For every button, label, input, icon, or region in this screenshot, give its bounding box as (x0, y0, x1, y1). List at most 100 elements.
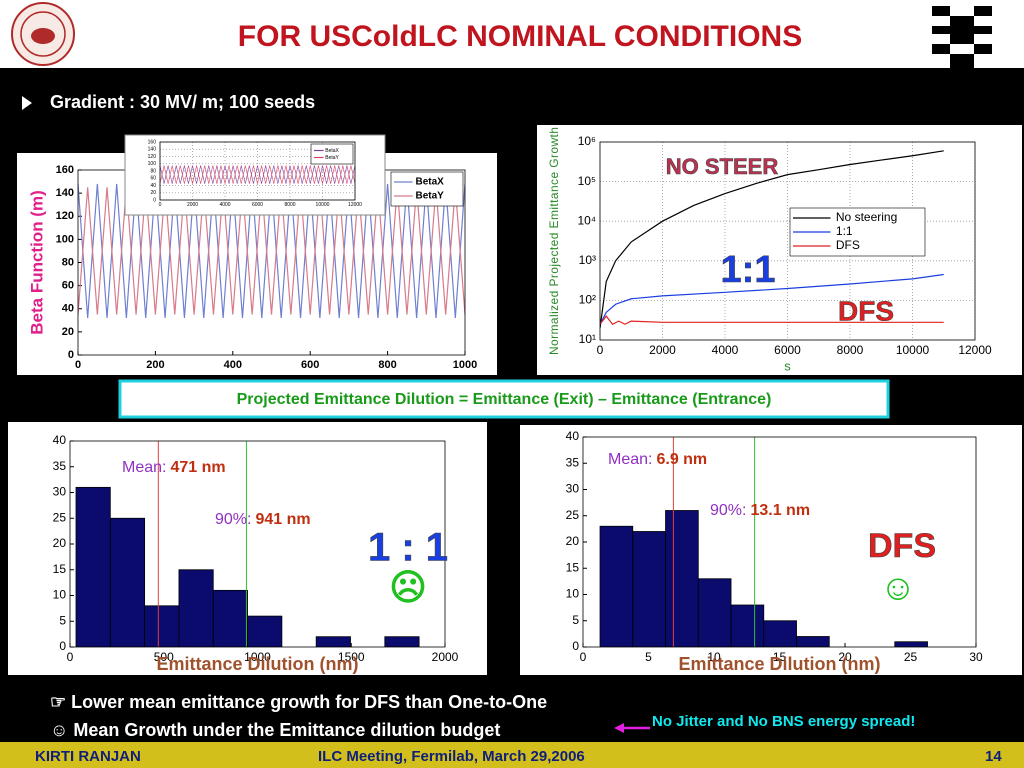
y-tick-label: 160 (148, 139, 157, 145)
bar (384, 636, 420, 647)
x-tick-label: 4000 (712, 343, 739, 357)
x-tick-label: 0 (75, 359, 81, 371)
y-tick-label: 25 (53, 510, 67, 524)
y-tick-label: 20 (53, 536, 67, 550)
marker-annotation: 90%: 13.1 nm (710, 502, 810, 519)
marker-name: 90%: (215, 511, 251, 528)
y-tick-label: 0 (59, 639, 66, 653)
y-axis-label: Beta Function (m) (27, 190, 46, 335)
legend-label: 1:1 (836, 224, 853, 238)
plot-frame (599, 141, 976, 341)
x-axis-label: Emittance Dilution (nm) (679, 654, 881, 674)
footer-event: ILC Meeting, Fermilab, March 29,2006 (318, 748, 585, 765)
annotation: 1 : 1 (368, 526, 448, 570)
bar (665, 510, 699, 647)
y-tick-label: 10³ (579, 253, 596, 267)
x-tick-label: 4000 (219, 202, 230, 208)
definition-text: Projected Emittance Dilution = Emittance… (237, 391, 772, 408)
fermilab-logo (932, 6, 992, 68)
y-tick-label: 10 (53, 588, 67, 602)
y-tick-label: 0 (68, 349, 74, 361)
marker-annotation: 90%: 941 nm (215, 511, 311, 528)
y-axis-label: Normalized Projected Emittance Growth (547, 127, 561, 355)
marker-name: 90%: (710, 502, 746, 519)
bar (109, 517, 146, 647)
y-tick-label: 20 (150, 190, 156, 196)
y-tick-label: 100 (56, 233, 74, 245)
chart-panel (537, 125, 1022, 375)
series-line (160, 165, 355, 184)
y-tick-label: 15 (53, 562, 67, 576)
plot-marks (600, 150, 944, 329)
definition-box (118, 379, 890, 419)
university-logo (0, 0, 86, 68)
bullet-arrow (22, 96, 32, 110)
x-tick-label: 6000 (252, 202, 263, 208)
y-tick-label: 40 (566, 429, 580, 443)
x-tick-label: 500 (154, 650, 174, 664)
x-tick-label: 8000 (837, 343, 864, 357)
series-line (160, 165, 355, 184)
x-tick-label: 1000 (453, 359, 477, 371)
x-tick-label: 0 (159, 202, 162, 208)
y-tick-label: 60 (150, 176, 156, 182)
y-tick-label: 40 (150, 183, 156, 189)
footer-author: KIRTI RANJAN (35, 748, 141, 765)
marker-value: 941 nm (255, 511, 310, 528)
x-tick-label: 12000 (348, 202, 362, 208)
y-tick-label: 60 (62, 280, 74, 292)
marker-value: 13.1 nm (750, 502, 810, 519)
x-tick-label: 10 (707, 650, 721, 664)
y-tick-label: 35 (566, 455, 580, 469)
series-line (78, 187, 465, 315)
x-tick-label: 400 (224, 359, 242, 371)
plot-frame (582, 436, 977, 648)
y-tick-label: 35 (53, 459, 67, 473)
x-tick-label: 5 (645, 650, 652, 664)
x-tick-label: 200 (146, 359, 164, 371)
y-tick-label: 10⁴ (577, 213, 596, 227)
note-arrow (614, 723, 650, 733)
bar (144, 605, 180, 647)
plot-frame (69, 440, 446, 648)
footer-page: 14 (985, 748, 1002, 765)
note-text: No Jitter and No BNS energy spread! (652, 713, 915, 730)
bar (632, 531, 666, 647)
x-tick-label: 10000 (896, 343, 930, 357)
marker-annotation: Mean: 471 nm (122, 459, 226, 476)
legend-label: BetaY (415, 191, 444, 202)
marker-value: 6.9 nm (656, 451, 707, 468)
x-tick-label: 0 (67, 650, 74, 664)
y-tick-label: 140 (56, 187, 74, 199)
legend-box (390, 171, 464, 207)
marker-name: Mean: (608, 451, 652, 468)
x-tick-label: 12000 (958, 343, 992, 357)
y-tick-label: 10 (566, 587, 580, 601)
footer-band (0, 742, 1024, 768)
y-tick-label: 20 (566, 534, 580, 548)
bar (178, 569, 214, 647)
marker-name: Mean: (122, 459, 166, 476)
slide-title: FOR USColdLC NOMINAL CONDITIONS (238, 20, 802, 53)
bar (212, 589, 248, 647)
series-line (600, 150, 944, 329)
x-tick-label: 0 (597, 343, 604, 357)
chart: 0 2000 4000 6000 8000 10000 12000 10¹ 10² 10³ 10⁴ 1… (537, 125, 1022, 375)
y-tick-label: 140 (148, 147, 157, 153)
bar (315, 636, 351, 647)
bar (763, 620, 797, 647)
bar (697, 578, 732, 647)
annotation: ☹ (389, 567, 427, 608)
x-tick-label: 10000 (316, 202, 330, 208)
y-tick-label: 100 (148, 161, 157, 167)
x-axis-label: s (784, 358, 791, 373)
y-tick-label: 5 (572, 613, 579, 627)
y-tick-label: 80 (62, 256, 74, 268)
bullet-text: Gradient : 30 MV/ m; 100 seeds (50, 92, 315, 112)
x-tick-label: 2000 (649, 343, 676, 357)
marker-annotation: Mean: 6.9 nm (608, 451, 707, 468)
x-tick-label: 8000 (284, 202, 295, 208)
y-tick-label: 10⁶ (578, 134, 596, 148)
y-tick-label: 10² (579, 293, 596, 307)
